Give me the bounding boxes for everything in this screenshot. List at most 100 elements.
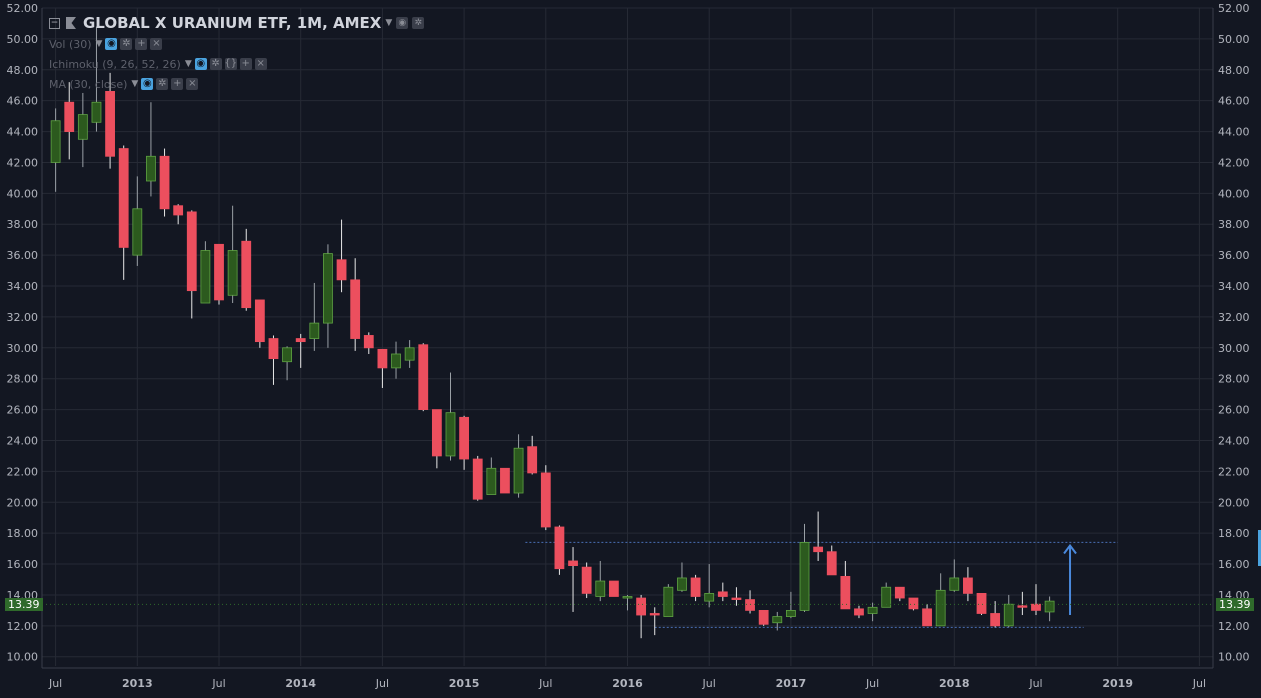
- close-icon[interactable]: ×: [186, 78, 199, 90]
- candle-body[interactable]: [200, 250, 211, 304]
- indicator-row-ma[interactable]: MA (30, close) ▼ ◉ ✲ + ×: [49, 77, 199, 91]
- candle-body[interactable]: [295, 338, 306, 343]
- candle-body[interactable]: [323, 253, 333, 324]
- plus-icon[interactable]: +: [239, 58, 252, 70]
- candle-body[interactable]: [690, 577, 701, 597]
- candle-body[interactable]: [758, 609, 769, 625]
- candle-body[interactable]: [350, 279, 361, 339]
- candle-body[interactable]: [677, 577, 687, 591]
- scroll-handle[interactable]: [1258, 530, 1261, 566]
- candle-body[interactable]: [745, 599, 755, 611]
- gear-icon[interactable]: ✲: [120, 38, 133, 50]
- candle-body[interactable]: [854, 608, 864, 616]
- candle-body[interactable]: [159, 155, 170, 210]
- candle-body[interactable]: [881, 586, 892, 608]
- gear-icon[interactable]: ✲: [156, 78, 169, 90]
- gear-icon[interactable]: ✲: [209, 58, 222, 70]
- candle-body[interactable]: [486, 467, 497, 495]
- eye-icon[interactable]: ◉: [396, 17, 409, 29]
- eye-icon[interactable]: ◉: [105, 38, 118, 50]
- candle-body[interactable]: [554, 526, 565, 570]
- candle-body[interactable]: [949, 577, 960, 591]
- chevron-down-icon[interactable]: ▼: [385, 18, 393, 28]
- plus-icon[interactable]: +: [135, 38, 148, 50]
- candle-body[interactable]: [990, 613, 1001, 627]
- candle-body[interactable]: [282, 347, 292, 363]
- indicator-row-ichimoku[interactable]: Ichimoku (9, 26, 52, 26) ▼ ◉ ✲ {} + ×: [49, 57, 267, 71]
- chevron-down-icon[interactable]: ▼: [131, 79, 139, 89]
- candle-body[interactable]: [186, 211, 197, 292]
- candle-body[interactable]: [500, 467, 510, 494]
- candle-body[interactable]: [77, 114, 88, 140]
- candle-body[interactable]: [581, 566, 592, 594]
- candle-body[interactable]: [785, 609, 796, 617]
- candle-body[interactable]: [799, 542, 810, 611]
- candle-body[interactable]: [254, 299, 265, 343]
- candle-body[interactable]: [377, 348, 388, 369]
- candle-body[interactable]: [963, 577, 973, 594]
- candle-body[interactable]: [146, 155, 156, 182]
- indicator-row-volume[interactable]: Vol (30) ▼ ◉ ✲ + ×: [49, 37, 163, 51]
- candle-body[interactable]: [173, 205, 184, 216]
- candle-body[interactable]: [731, 597, 742, 600]
- plus-icon[interactable]: +: [171, 78, 184, 90]
- candle-body[interactable]: [268, 338, 279, 360]
- candle-body[interactable]: [1031, 603, 1041, 611]
- candle-body[interactable]: [540, 472, 551, 528]
- candle-body[interactable]: [976, 593, 987, 614]
- candle-body[interactable]: [404, 347, 415, 361]
- candle-body[interactable]: [894, 586, 905, 599]
- candle-body[interactable]: [1044, 600, 1055, 613]
- candle-body[interactable]: [214, 243, 224, 301]
- flag-icon[interactable]: [66, 17, 76, 29]
- candle-body[interactable]: [867, 606, 878, 614]
- candle-body[interactable]: [636, 597, 647, 616]
- candle-body[interactable]: [1017, 605, 1028, 608]
- candle-body[interactable]: [241, 240, 252, 309]
- candle-body[interactable]: [132, 208, 143, 256]
- candle-body[interactable]: [64, 101, 75, 132]
- candle-body[interactable]: [309, 322, 320, 339]
- chevron-down-icon[interactable]: ▼: [95, 39, 103, 49]
- candle-body[interactable]: [922, 608, 932, 627]
- candle-body[interactable]: [118, 148, 129, 248]
- minus-box-icon[interactable]: −: [49, 17, 60, 29]
- candle-body[interactable]: [772, 616, 783, 624]
- eye-icon[interactable]: ◉: [194, 58, 207, 70]
- candle-body[interactable]: [1003, 603, 1014, 627]
- candle-body[interactable]: [431, 409, 442, 457]
- braces-icon[interactable]: {}: [224, 58, 238, 70]
- candle-body[interactable]: [527, 446, 538, 474]
- candle-body[interactable]: [622, 596, 633, 599]
- candle-body[interactable]: [935, 589, 946, 627]
- candle-body[interactable]: [608, 580, 619, 597]
- candle-body[interactable]: [336, 259, 347, 281]
- candle-body[interactable]: [91, 101, 102, 123]
- candle-body[interactable]: [908, 597, 919, 610]
- chevron-down-icon[interactable]: ▼: [184, 59, 192, 69]
- candle-body[interactable]: [513, 447, 524, 494]
- candle-body[interactable]: [663, 586, 674, 617]
- candle-body[interactable]: [568, 560, 578, 567]
- close-icon[interactable]: ×: [150, 38, 163, 50]
- candle-body[interactable]: [227, 250, 238, 296]
- candle-body[interactable]: [418, 344, 429, 410]
- eye-icon[interactable]: ◉: [141, 78, 154, 90]
- gear-icon[interactable]: ✲: [412, 17, 425, 29]
- candle-body[interactable]: [391, 353, 401, 369]
- candle-body[interactable]: [472, 458, 483, 500]
- candle-body[interactable]: [704, 593, 715, 602]
- candle-body[interactable]: [826, 551, 837, 576]
- candle-body[interactable]: [717, 591, 728, 597]
- close-icon[interactable]: ×: [254, 58, 267, 70]
- candle-body[interactable]: [595, 580, 606, 597]
- candle-body[interactable]: [840, 576, 851, 610]
- candles[interactable]: [50, 26, 1055, 639]
- candle-body[interactable]: [105, 91, 115, 157]
- candle-body[interactable]: [363, 335, 374, 349]
- candle-body[interactable]: [50, 120, 61, 163]
- candle-body[interactable]: [649, 613, 660, 616]
- candle-body[interactable]: [445, 412, 456, 457]
- candle-body[interactable]: [459, 416, 470, 460]
